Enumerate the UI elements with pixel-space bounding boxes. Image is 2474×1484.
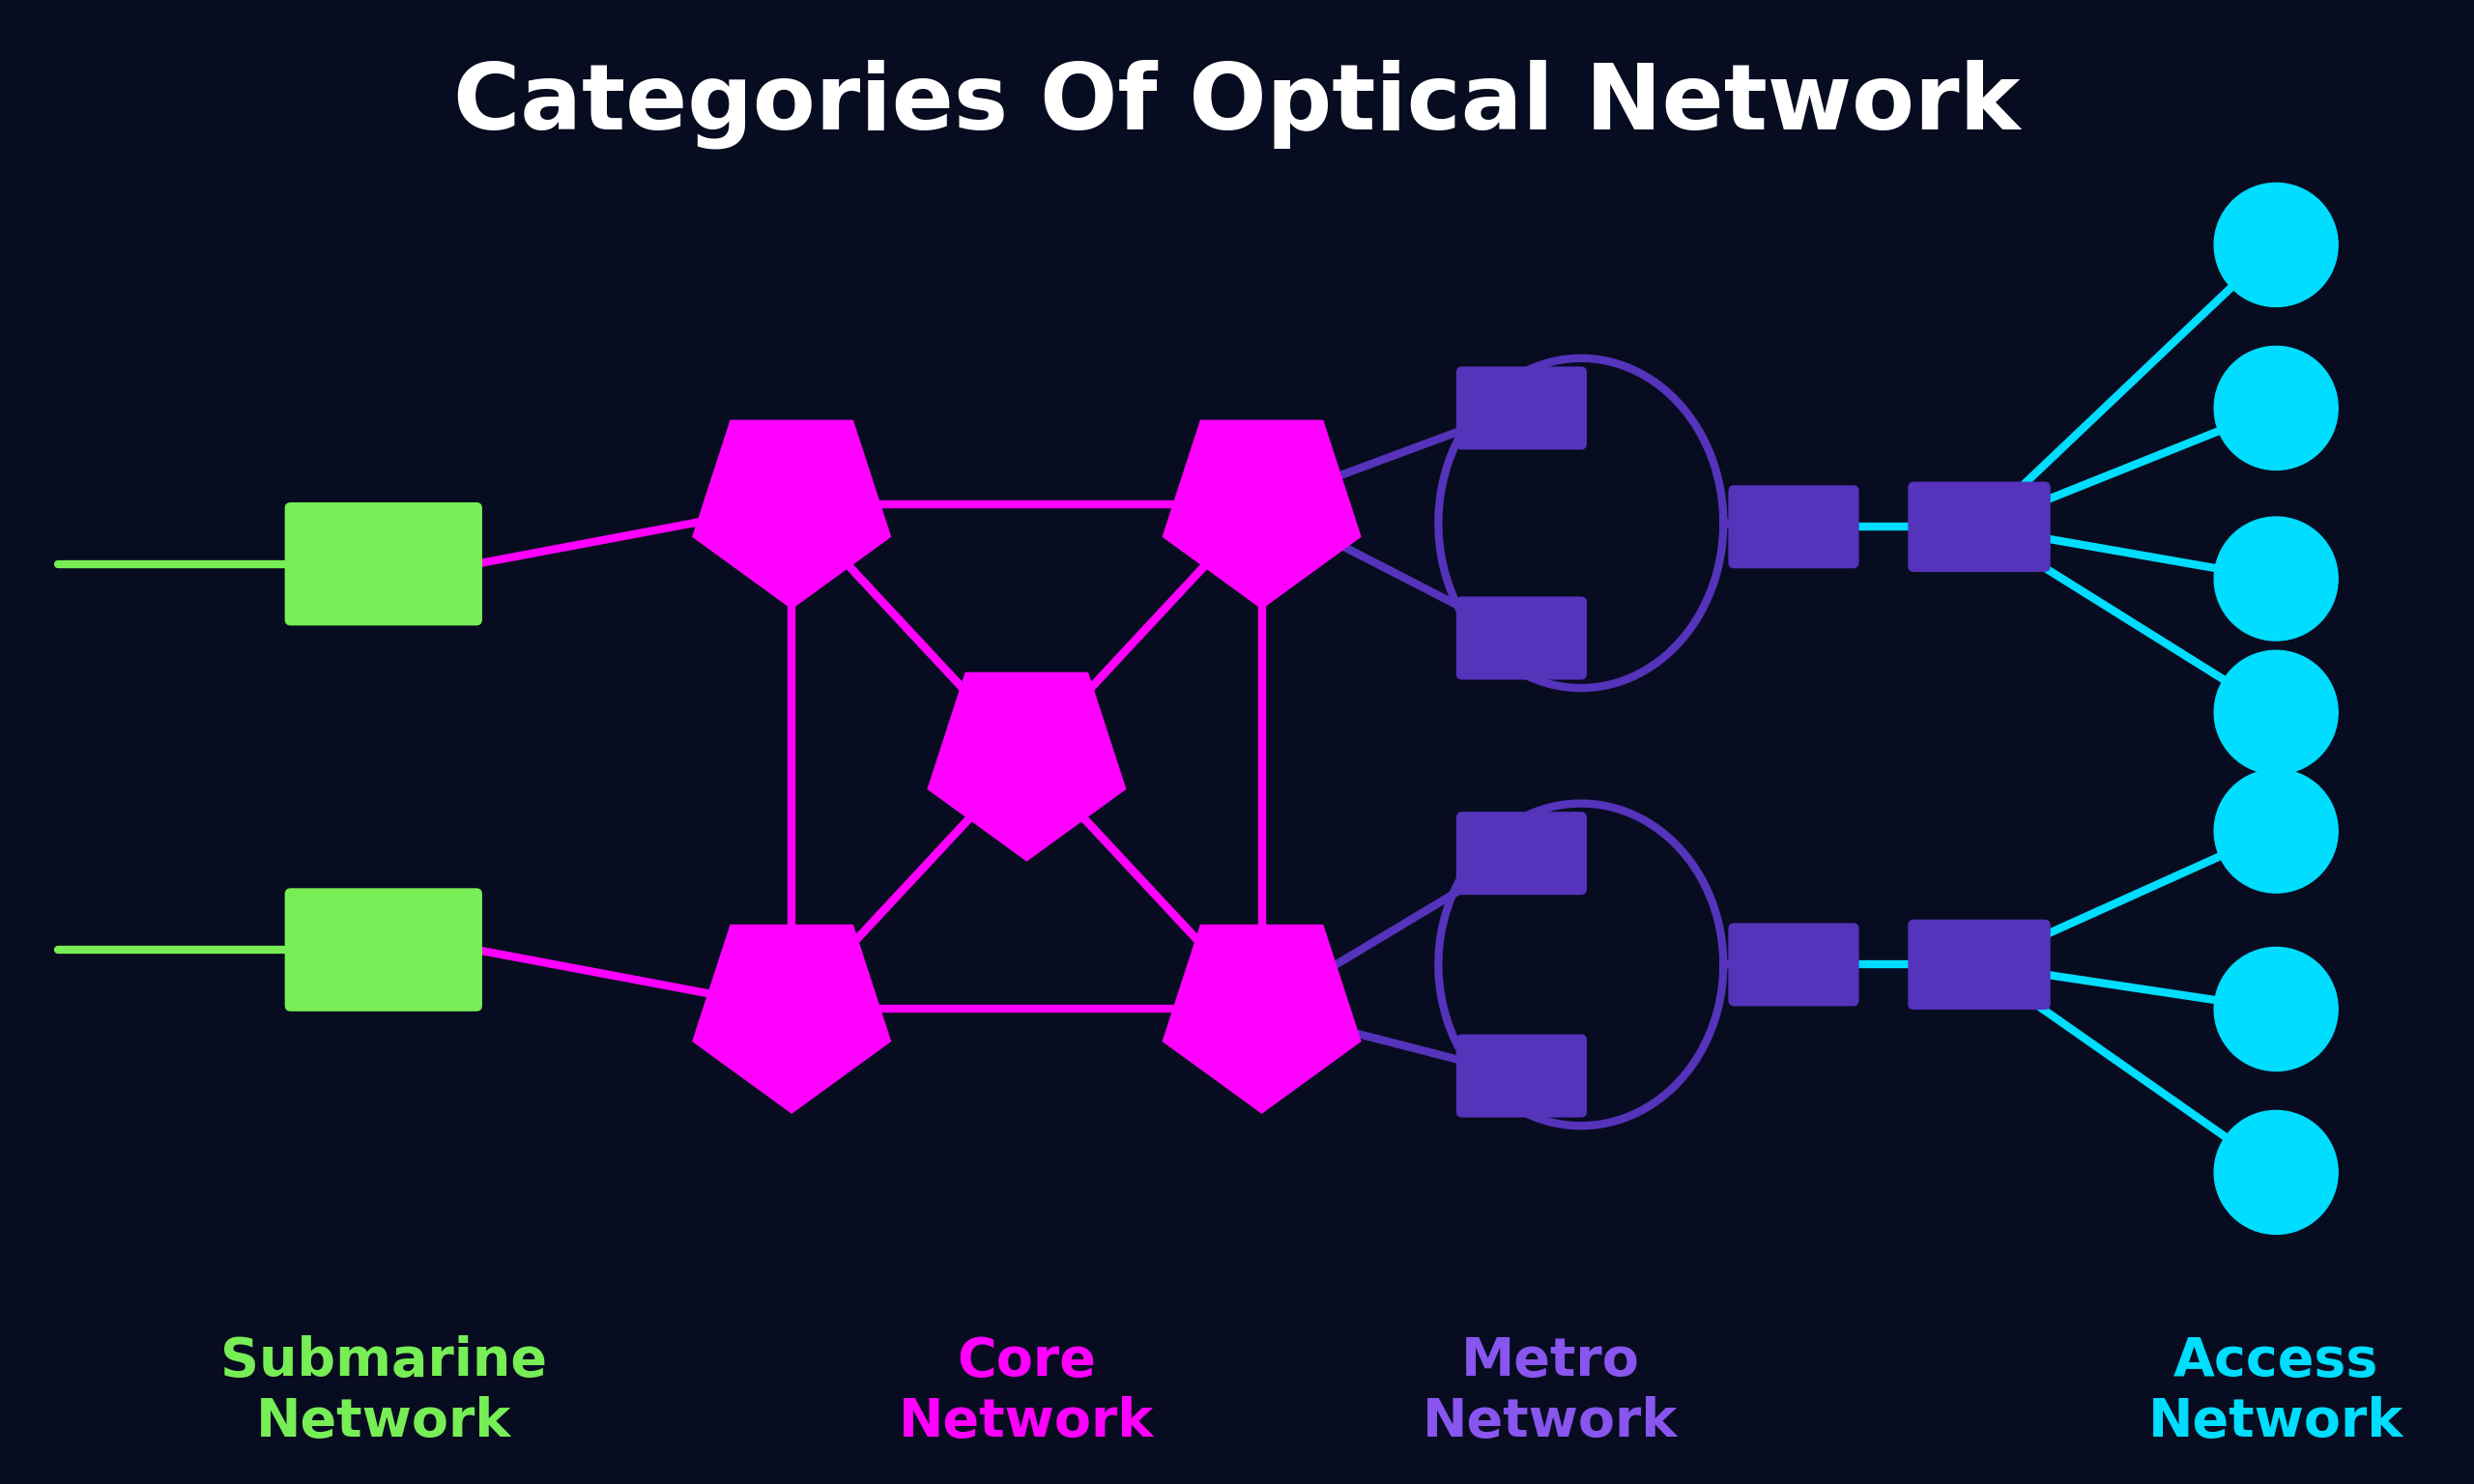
FancyBboxPatch shape xyxy=(1729,485,1858,568)
FancyBboxPatch shape xyxy=(1457,1034,1586,1117)
Polygon shape xyxy=(1163,420,1361,608)
Text: Submarine
Network: Submarine Network xyxy=(220,1336,547,1448)
FancyBboxPatch shape xyxy=(1907,920,2051,1009)
Circle shape xyxy=(2214,183,2338,307)
Polygon shape xyxy=(693,925,891,1113)
Circle shape xyxy=(2214,1110,2338,1235)
Polygon shape xyxy=(928,672,1126,861)
Circle shape xyxy=(2214,947,2338,1071)
FancyBboxPatch shape xyxy=(285,502,482,626)
Circle shape xyxy=(2214,516,2338,641)
FancyBboxPatch shape xyxy=(285,887,482,1012)
FancyBboxPatch shape xyxy=(1457,597,1586,680)
Text: Categories Of Optical Network: Categories Of Optical Network xyxy=(453,59,2021,148)
Polygon shape xyxy=(1163,925,1361,1113)
FancyBboxPatch shape xyxy=(1907,482,2051,571)
Circle shape xyxy=(2214,650,2338,775)
FancyBboxPatch shape xyxy=(1457,812,1586,895)
FancyBboxPatch shape xyxy=(1457,367,1586,450)
FancyBboxPatch shape xyxy=(1729,923,1858,1006)
Text: Access
Network: Access Network xyxy=(2147,1336,2405,1448)
Circle shape xyxy=(2214,769,2338,893)
Text: Metro
Network: Metro Network xyxy=(1423,1336,1677,1448)
Text: Core
Network: Core Network xyxy=(898,1336,1155,1448)
Circle shape xyxy=(2214,346,2338,470)
Polygon shape xyxy=(693,420,891,608)
